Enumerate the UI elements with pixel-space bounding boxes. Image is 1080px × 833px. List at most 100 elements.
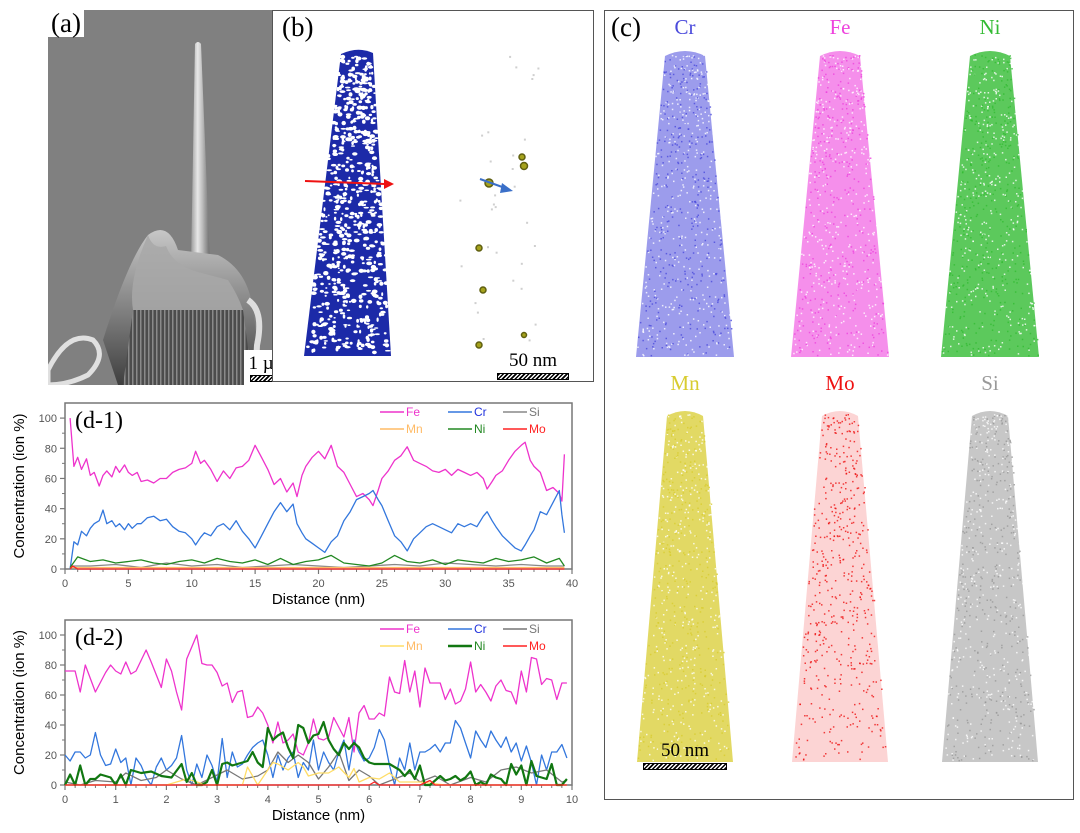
graphic-element xyxy=(1022,582,1024,585)
graphic-element xyxy=(975,197,977,199)
graphic-element xyxy=(500,183,513,193)
graphic-element xyxy=(971,459,974,461)
graphic-element xyxy=(715,175,717,177)
graphic-element xyxy=(828,646,830,648)
graphic-element xyxy=(868,346,870,349)
graphic-element xyxy=(371,138,376,143)
graphic-element xyxy=(1005,420,1007,423)
graphic-element xyxy=(360,96,363,100)
graphic-element xyxy=(993,674,995,676)
graphic-element xyxy=(823,75,825,78)
graphic-element xyxy=(974,440,977,443)
graphic-element xyxy=(361,228,368,232)
graphic-element xyxy=(831,135,833,137)
graphic-element xyxy=(818,283,820,285)
graphic-element xyxy=(966,551,968,554)
graphic-element xyxy=(667,529,670,531)
graphic-element xyxy=(341,120,346,126)
graphic-element xyxy=(679,461,682,463)
graphic-element xyxy=(824,334,826,337)
graphic-element xyxy=(348,300,352,303)
graphic-element xyxy=(683,747,685,749)
graphic-element xyxy=(876,323,878,325)
graphic-element xyxy=(968,527,970,529)
graphic-element xyxy=(687,156,689,159)
graphic-element xyxy=(999,473,1002,475)
graphic-element xyxy=(723,344,725,346)
graphic-element xyxy=(803,636,806,639)
graphic-element xyxy=(850,489,852,492)
graphic-element xyxy=(966,344,968,347)
graphic-element xyxy=(1001,550,1003,552)
x-tick-label: 10 xyxy=(566,794,578,806)
graphic-element xyxy=(986,271,988,274)
graphic-element xyxy=(978,66,981,68)
graphic-element xyxy=(840,70,843,73)
graphic-element xyxy=(1010,78,1012,81)
graphic-element xyxy=(852,459,854,462)
graphic-element xyxy=(972,547,974,549)
graphic-element xyxy=(847,644,850,646)
graphic-element xyxy=(701,208,704,210)
graphic-element xyxy=(828,141,830,144)
graphic-element xyxy=(689,461,692,463)
graphic-element xyxy=(353,87,359,92)
graphic-element xyxy=(872,681,875,683)
graphic-element xyxy=(728,346,731,348)
graphic-element xyxy=(347,137,353,142)
graphic-element xyxy=(965,516,968,518)
graphic-element xyxy=(682,77,685,80)
graphic-element xyxy=(812,316,815,318)
graphic-element xyxy=(1006,489,1009,492)
graphic-element xyxy=(667,757,670,759)
graphic-element xyxy=(1018,187,1020,189)
graphic-element xyxy=(822,76,824,79)
graphic-element xyxy=(684,554,686,556)
graphic-element xyxy=(822,556,825,558)
graphic-element xyxy=(981,131,984,133)
graphic-element xyxy=(657,529,660,531)
graphic-element xyxy=(968,537,971,539)
graphic-element xyxy=(492,203,495,206)
graphic-element xyxy=(1015,601,1017,604)
graphic-element xyxy=(368,72,371,75)
graphic-element xyxy=(953,640,955,643)
graphic-element xyxy=(343,97,346,101)
graphic-element xyxy=(714,296,717,298)
graphic-element xyxy=(979,585,982,587)
graphic-element xyxy=(683,169,686,171)
element-map-mo xyxy=(792,411,888,762)
graphic-element xyxy=(366,261,373,266)
graphic-element xyxy=(681,503,684,506)
graphic-element xyxy=(340,127,346,130)
graphic-element xyxy=(966,265,968,268)
graphic-element xyxy=(815,675,818,677)
graphic-element xyxy=(694,463,696,465)
graphic-element xyxy=(848,266,850,268)
graphic-element xyxy=(358,226,361,230)
graphic-element xyxy=(868,656,871,658)
graphic-element xyxy=(819,210,822,212)
graphic-element xyxy=(346,309,351,312)
graphic-element xyxy=(678,509,681,511)
graphic-element xyxy=(684,270,686,273)
graphic-element xyxy=(842,511,844,514)
graphic-element xyxy=(333,251,338,255)
graphic-element xyxy=(815,601,818,603)
graphic-element xyxy=(975,493,977,495)
graphic-element xyxy=(845,103,848,106)
graphic-element xyxy=(671,102,674,105)
graphic-element xyxy=(668,724,670,726)
graphic-element xyxy=(992,107,994,109)
graphic-element xyxy=(974,650,976,652)
graphic-element xyxy=(834,432,836,434)
graphic-element xyxy=(965,342,968,345)
graphic-element xyxy=(852,541,854,543)
graphic-element xyxy=(864,105,866,108)
graphic-element xyxy=(721,311,723,313)
graphic-element xyxy=(706,508,709,511)
graphic-element xyxy=(858,133,861,136)
graphic-element xyxy=(829,119,831,121)
graphic-element xyxy=(674,258,676,261)
graphic-element xyxy=(814,594,817,597)
